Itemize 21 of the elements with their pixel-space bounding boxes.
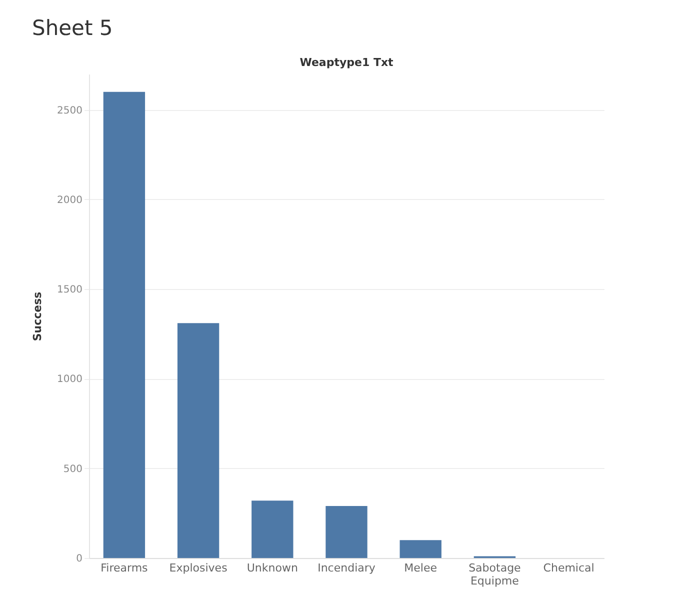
bar [400,540,442,558]
x-tick-label: Unknown [246,562,298,574]
bar [103,92,146,558]
bar [326,506,368,558]
y-axis-title: Success [31,291,44,342]
y-tick-label: 500 [63,464,82,475]
y-tick-label: 1500 [57,284,82,296]
chart-title: Sheet 5 [32,16,113,40]
bar [177,323,220,558]
bar [252,500,294,558]
x-tick-label: Melee [404,562,438,574]
x-tick-label: Explosives [169,562,228,574]
y-tick-label: 0 [76,554,82,564]
x-tick-label: Incendiary [318,562,376,574]
x-tick-label: Sabotage Equipme [468,562,522,588]
x-tick-label: Firearms [100,562,148,574]
x-axis-title: Weaptype1 Txt [300,56,394,69]
x-tick-label: Chemical [543,562,594,574]
y-tick-label: 1000 [57,374,82,386]
y-tick-label: 2000 [57,194,82,206]
y-tick-label: 2500 [57,105,82,116]
